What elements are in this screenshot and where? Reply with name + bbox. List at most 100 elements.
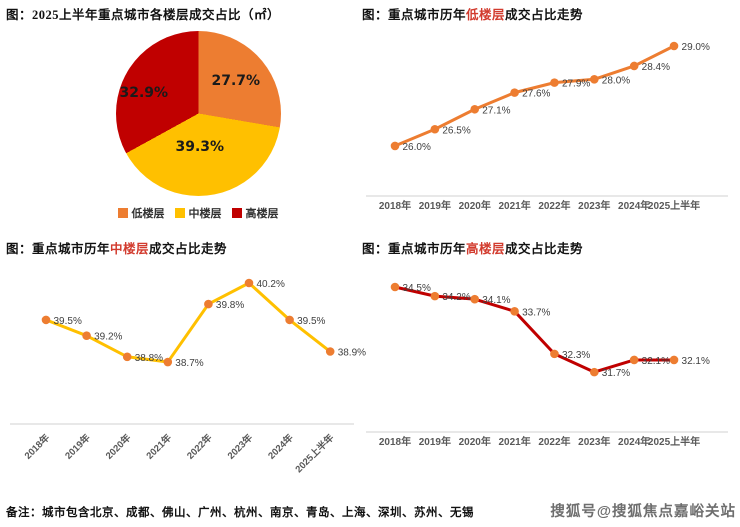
data-point-marker: [590, 75, 599, 84]
x-axis-label: 2020年: [103, 431, 134, 462]
x-axis-label: 2020年: [459, 435, 491, 448]
data-point-label: 39.5%: [54, 316, 82, 327]
data-point-label: 38.7%: [175, 358, 203, 369]
legend-swatch-low-floor-icon: [117, 208, 128, 218]
data-point-marker: [41, 315, 51, 325]
x-axis-label: 2019年: [419, 199, 451, 212]
data-point-marker: [629, 61, 639, 71]
pie-chart-block: 27.7% 39.3% 32.9% 低楼层 中楼层 高楼层: [68, 31, 328, 221]
panel-high-floor-trend: 图：重点城市历年高楼层成交占比走势 34.5% 34.2% 34.1% 33.7% 32…: [362, 240, 736, 480]
legend-item-mid-floor: 中楼层: [174, 205, 222, 221]
data-point-marker: [510, 307, 519, 316]
data-point-marker: [390, 141, 400, 151]
legend-label-high-floor: 高楼层: [245, 208, 279, 220]
high-title-highlight: 高楼层: [466, 242, 506, 256]
pie-chart-title-text: 图：2025上半年重点城市各楼层成交占比（㎡）: [6, 8, 281, 22]
data-point-marker: [470, 294, 480, 304]
high-floor-chart-title: 图：重点城市历年高楼层成交占比走势: [362, 240, 736, 258]
x-axis-label: 2018年: [379, 199, 411, 212]
data-point-marker: [629, 355, 639, 365]
data-point-label: 28.0%: [602, 75, 630, 86]
footer: 备注：城市包含北京、成都、佛山、广州、杭州、南京、青岛、上海、深圳、苏州、无锡 …: [6, 503, 736, 525]
pie-chart: 27.7% 39.3% 32.9%: [115, 31, 281, 196]
x-axis-label: 2025上半年: [648, 435, 700, 448]
x-axis-label: 2023年: [578, 199, 610, 212]
data-point-marker: [325, 347, 335, 356]
data-point-label: 26.0%: [403, 142, 431, 153]
data-point-marker: [430, 291, 440, 301]
x-axis-label: 2021年: [144, 431, 175, 462]
data-point-label: 39.5%: [297, 316, 325, 327]
x-axis-label: 2019年: [419, 435, 451, 448]
x-axis-label: 2024年: [266, 431, 297, 462]
data-point-marker: [590, 367, 599, 377]
x-axis-label: 2024年: [618, 199, 650, 212]
panel-floor-share-pie: 图：2025上半年重点城市各楼层成交占比（㎡） 27.7% 39.3% 32.9…: [6, 6, 358, 234]
legend-item-high-floor: 高楼层: [231, 205, 279, 221]
data-point-marker: [550, 78, 559, 87]
mid-title-prefix: 图：重点城市历年: [6, 242, 111, 256]
x-axis-label: 2019年: [63, 431, 94, 462]
legend-label-mid-floor: 中楼层: [188, 208, 222, 220]
data-point-label: 27.1%: [482, 105, 510, 116]
x-axis-label: 2022年: [538, 199, 570, 212]
x-axis-label: 2023年: [225, 431, 256, 462]
mid-floor-line-chart: 39.5% 39.2% 38.8% 38.7% 39.8% 40.2% 39.5% 38.9%…: [10, 278, 366, 475]
data-point-label: 26.5%: [442, 125, 470, 136]
panel-mid-floor-trend: 图：重点城市历年中楼层成交占比走势 39.5% 39.2% 38.8% 38.7% 39…: [6, 240, 366, 490]
data-point-label: 31.7%: [602, 368, 630, 379]
data-point-marker: [163, 357, 173, 367]
data-point-label: 33.7%: [522, 307, 550, 318]
x-axis-label: 2022年: [538, 435, 570, 448]
high-title-prefix: 图：重点城市历年: [362, 242, 467, 256]
data-point-label: 28.4%: [642, 62, 670, 73]
mid-title-suffix: 成交占比走势: [149, 242, 228, 256]
data-point-marker: [510, 88, 519, 97]
data-point-marker: [550, 349, 559, 359]
x-axis-label: 2022年: [184, 431, 215, 462]
data-point-label: 32.3%: [562, 350, 590, 361]
data-point-label: 32.1%: [642, 356, 670, 367]
data-point-label: 34.2%: [442, 292, 470, 303]
data-point-marker: [204, 299, 213, 309]
data-point-label: 27.6%: [522, 89, 550, 100]
data-point-marker: [82, 331, 91, 340]
data-point-marker: [430, 124, 440, 134]
pie-chart-title: 图：2025上半年重点城市各楼层成交占比（㎡）: [6, 6, 358, 24]
legend-label-low-floor: 低楼层: [131, 208, 165, 220]
data-point-label: 27.9%: [562, 79, 590, 90]
panel-low-floor-trend: 图：重点城市历年低楼层成交占比走势 26.0% 26.5% 27.1% 27.6% 27…: [362, 6, 736, 234]
high-title-suffix: 成交占比走势: [505, 242, 584, 256]
data-point-marker: [244, 278, 254, 288]
data-point-marker: [470, 104, 480, 114]
x-axis-label: 2025上半年: [648, 199, 700, 212]
line-series: [44, 281, 332, 364]
mid-title-highlight: 中楼层: [110, 242, 150, 256]
low-title-prefix: 图：重点城市历年: [362, 8, 467, 22]
pie-legend: 低楼层 中楼层 高楼层: [117, 205, 279, 221]
x-axis-label: 2018年: [379, 435, 411, 448]
data-point-label: 38.8%: [135, 353, 163, 364]
watermark: 搜狐号@搜狐焦点嘉峪关站: [550, 504, 736, 520]
low-floor-line-chart: 26.0% 26.5% 27.1% 27.6% 27.9% 28.0% 28.4% 29.0%…: [366, 41, 728, 212]
line-series: [393, 44, 676, 148]
high-floor-line-chart: 34.5% 34.2% 34.1% 33.7% 32.3% 31.7% 32.1% 32.1%…: [366, 282, 728, 448]
data-point-label: 34.5%: [403, 283, 431, 294]
data-point-marker: [390, 282, 400, 292]
mid-floor-chart-title: 图：重点城市历年中楼层成交占比走势: [6, 240, 358, 258]
pie-label-high-floor: 32.9%: [119, 85, 169, 101]
x-axis-label: 2018年: [22, 431, 53, 462]
legend-swatch-high-floor-icon: [231, 208, 242, 218]
legend-swatch-mid-floor-icon: [174, 208, 185, 218]
line-series: [393, 285, 676, 374]
data-point-label: 32.1%: [682, 356, 710, 367]
x-axis-label: 2021年: [498, 435, 530, 448]
low-title-suffix: 成交占比走势: [505, 8, 584, 22]
data-point-label: 39.8%: [216, 300, 244, 311]
data-point-marker: [669, 355, 679, 365]
data-point-label: 40.2%: [257, 279, 285, 290]
data-point-marker: [285, 315, 294, 325]
legend-item-low-floor: 低楼层: [117, 205, 165, 221]
footer-note: 备注：城市包含北京、成都、佛山、广州、杭州、南京、青岛、上海、深圳、苏州、无锡: [6, 507, 474, 519]
